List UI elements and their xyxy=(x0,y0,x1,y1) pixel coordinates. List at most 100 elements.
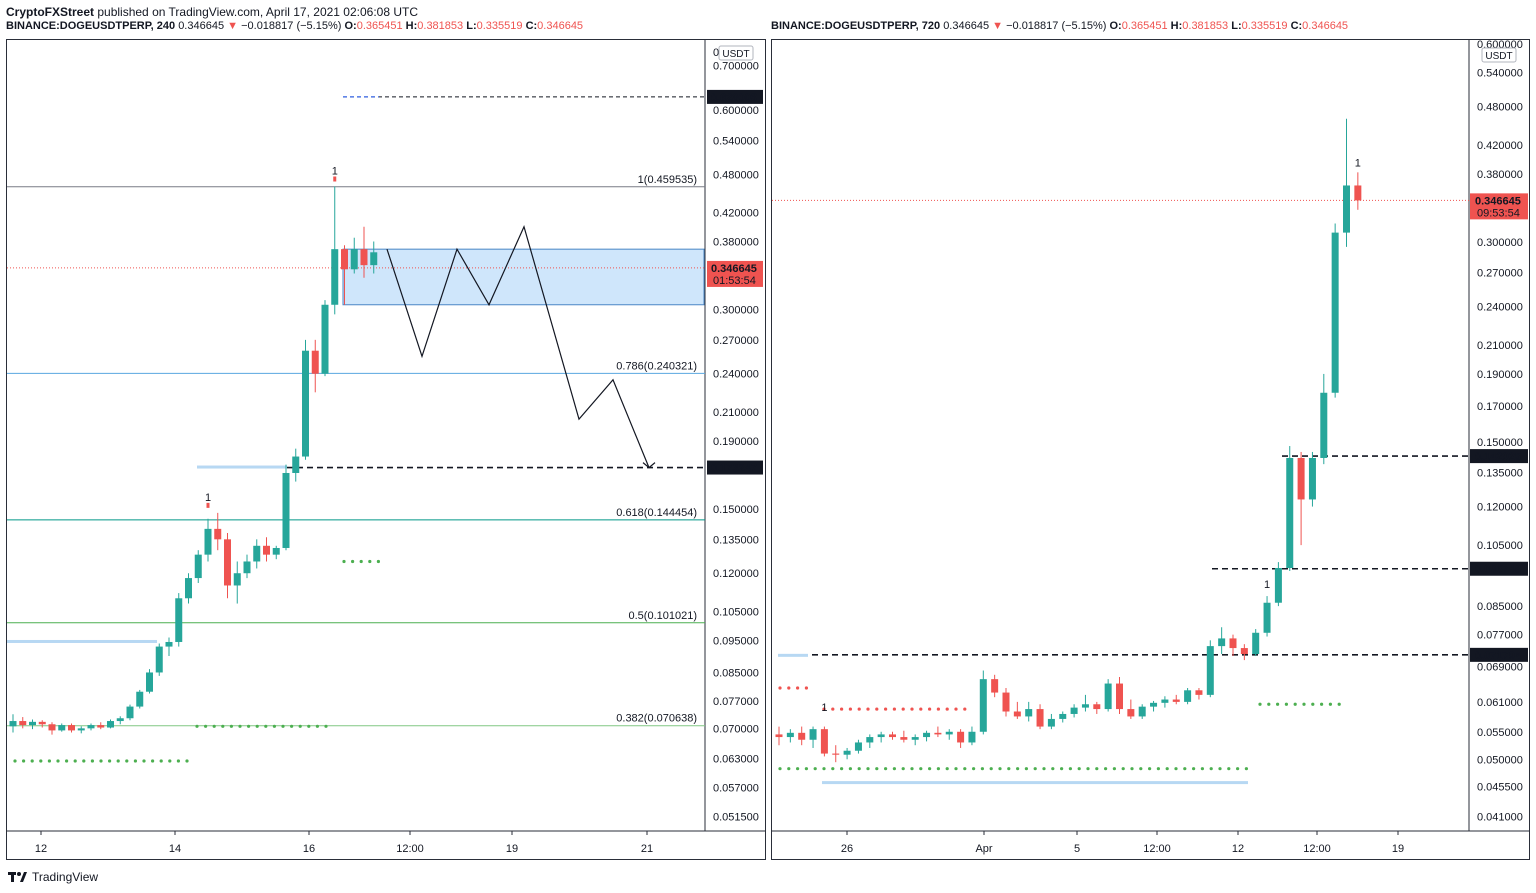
indicator-dot xyxy=(998,767,1002,771)
candle-body xyxy=(877,734,885,738)
indicator-dot xyxy=(963,707,967,711)
indicator-dot xyxy=(1060,767,1064,771)
indicator-dot xyxy=(840,767,844,771)
candle-body xyxy=(1354,185,1362,201)
indicator-dot xyxy=(892,767,896,771)
candle-body xyxy=(19,721,27,726)
candle-body xyxy=(911,737,919,740)
y-tick-label: 0.135000 xyxy=(713,534,759,546)
candle-body xyxy=(968,731,976,743)
indicator-dot xyxy=(1139,767,1143,771)
chart2-symbol[interactable]: BINANCE:DOGEUSDTPERP, 720 xyxy=(771,20,941,32)
candle-body xyxy=(1036,709,1044,727)
indicator-dot xyxy=(324,724,328,728)
chart1-close: 0.346645 xyxy=(537,20,584,32)
indicator-dot xyxy=(99,759,103,763)
chart2-close: 0.346645 xyxy=(1302,20,1349,32)
candle-body xyxy=(786,732,794,738)
candle-body xyxy=(331,249,339,305)
indicator-dot xyxy=(1130,767,1134,771)
candle-body xyxy=(1263,602,1271,633)
y-tick-label: 0.085000 xyxy=(713,667,759,679)
indicator-dot xyxy=(1165,767,1169,771)
indicator-dot xyxy=(1302,702,1306,706)
indicator-dot xyxy=(936,767,940,771)
candle-body xyxy=(58,725,66,731)
chart2-panel[interactable]: 1 1 1 0.540000 0.480000 0.420000 0.380000 0.300… xyxy=(771,39,1530,860)
chart2-svg[interactable]: 1 1 1 0.540000 0.480000 0.420000 0.380000 0.300… xyxy=(772,40,1530,860)
price-label: 0.096748 xyxy=(1475,564,1521,576)
x-tick-label: 12:00 xyxy=(1143,843,1171,855)
publisher-author[interactable]: CryptoFXStreet xyxy=(6,5,95,19)
chart1-svg[interactable]: 1(0.459535) 0.786(0.240321) 0.618(0.144454… xyxy=(7,40,766,860)
y-tick-label: 0.105000 xyxy=(1477,540,1523,552)
y-tick-label: 0.540000 xyxy=(713,135,759,147)
y-tick-label: 0.120000 xyxy=(713,568,759,580)
indicator-dot xyxy=(787,767,791,771)
indicator-dot xyxy=(945,767,949,771)
indicator-dot xyxy=(901,767,905,771)
indicator-dot xyxy=(82,759,86,763)
unit-label: USDT xyxy=(1485,51,1512,62)
candle-body xyxy=(1081,704,1089,708)
indicator-dot xyxy=(901,707,905,711)
candle-body xyxy=(370,252,378,266)
indicator-dot xyxy=(315,724,319,728)
candle-body xyxy=(77,728,85,731)
indicator-dot xyxy=(1337,702,1341,706)
indicator-dot xyxy=(936,707,940,711)
indicator-dot xyxy=(1320,702,1324,706)
indicator-dot xyxy=(47,759,52,763)
chart1-symbol[interactable]: BINANCE:DOGEUSDTPERP, 240 xyxy=(6,20,176,32)
indicator-dot xyxy=(875,707,879,711)
fib-label: 0.618(0.144454) xyxy=(616,507,697,519)
indicator-dot xyxy=(875,767,879,771)
indicator-dot xyxy=(212,724,216,728)
indicator-dot xyxy=(804,767,808,771)
candle-body xyxy=(1013,711,1021,717)
candle-body xyxy=(991,679,999,693)
indicator-dot xyxy=(928,707,932,711)
price-label: 0.628003 xyxy=(711,92,757,104)
y-tick-label: 0.240000 xyxy=(713,369,759,381)
chart1-open-label: O: xyxy=(344,20,357,32)
indicator-dot xyxy=(1183,767,1187,771)
indicator-dot xyxy=(1227,767,1231,771)
indicator-dot xyxy=(176,759,180,763)
candle-body xyxy=(1229,638,1237,649)
level-highlight xyxy=(7,639,157,643)
x-tick-label: 12 xyxy=(1232,843,1244,855)
indicator-dot xyxy=(281,724,285,728)
candle-body xyxy=(263,545,270,555)
indicator-dot xyxy=(804,686,808,690)
y-tick-label: 0.150000 xyxy=(713,504,759,516)
candle-body xyxy=(292,456,300,473)
unit-label: USDT xyxy=(722,49,749,60)
indicator-dot xyxy=(989,767,993,771)
price-label: 0.346645 xyxy=(1475,195,1521,207)
y-tick-label: 0.270000 xyxy=(713,335,759,347)
indicator-dot xyxy=(892,707,896,711)
level-highlight xyxy=(778,653,808,657)
candle-body xyxy=(1161,699,1169,703)
indicator-dot xyxy=(822,767,826,771)
indicator-dot xyxy=(221,724,225,728)
candle-body xyxy=(68,725,75,731)
indicator-dot xyxy=(195,724,199,728)
support-highlight xyxy=(822,781,1248,785)
footer-brand[interactable]: TradingView xyxy=(32,870,99,884)
candle-body xyxy=(957,731,965,743)
x-tick-label: 14 xyxy=(169,843,181,855)
signal-marker: 1 xyxy=(332,166,338,178)
candle-body xyxy=(194,554,202,579)
candle-body xyxy=(889,734,896,738)
y-tick-label: 0.480000 xyxy=(713,169,759,181)
y-tick-label: 0.095000 xyxy=(713,635,759,647)
indicator-dot xyxy=(307,724,311,728)
indicator-dot xyxy=(1236,767,1240,771)
candle-body xyxy=(214,528,222,540)
chart1-panel[interactable]: 1(0.459535) 0.786(0.240321) 0.618(0.144454… xyxy=(6,39,766,860)
indicator-dot xyxy=(1042,767,1046,771)
indicator-dot xyxy=(1258,702,1262,706)
indicator-dot xyxy=(884,767,888,771)
